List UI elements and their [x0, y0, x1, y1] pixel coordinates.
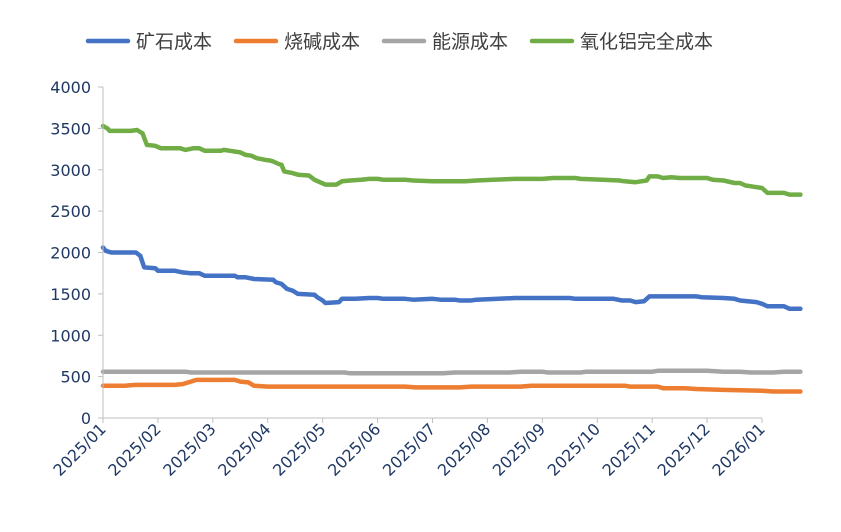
- legend: 矿石成本 烧碱成本 能源成本 氧化铝完全成本: [85, 31, 713, 53]
- y-tick-label: 3000: [50, 161, 91, 180]
- series-line-1: [100, 245, 803, 312]
- y-tick-label: 4000: [50, 78, 91, 97]
- y-tick-label: 500: [60, 368, 91, 387]
- y-tick-label: 3500: [50, 119, 91, 138]
- legend-label-1: 矿石成本: [136, 31, 212, 53]
- legend-label-3: 能源成本: [432, 31, 508, 53]
- series-line-3: [100, 368, 803, 376]
- x-tick-label: 2025/04: [214, 419, 274, 479]
- x-tick-label: 2025/10: [544, 419, 604, 479]
- y-tick-label: 2000: [50, 244, 91, 263]
- x-tick-label: 2025/11: [599, 419, 659, 479]
- x-tick-label: 2025/09: [489, 419, 549, 479]
- series-line-4: [100, 123, 803, 197]
- y-axis-ticks: 0 500 1000 1500 2000 2500 3000 3500 4000: [50, 78, 103, 428]
- x-axis-ticks: 2025/012025/022025/032025/042025/052025/…: [49, 418, 769, 480]
- x-tick-label: 2025/07: [379, 419, 439, 479]
- x-tick-label: 2026/01: [708, 419, 768, 479]
- x-tick-label: 2025/06: [324, 419, 384, 479]
- legend-label-4: 氧化铝完全成本: [580, 31, 713, 53]
- x-tick-label: 2025/05: [269, 419, 329, 479]
- y-tick-label: 2500: [50, 202, 91, 221]
- legend-label-2: 烧碱成本: [284, 31, 360, 53]
- x-tick-label: 2025/03: [159, 419, 219, 479]
- series-line-2: [100, 377, 803, 394]
- plot-area: [100, 123, 803, 394]
- x-tick-label: 2025/02: [104, 419, 164, 479]
- x-tick-label: 2025/01: [49, 419, 109, 479]
- y-tick-label: 1500: [50, 285, 91, 304]
- x-tick-label: 2025/12: [653, 419, 713, 479]
- y-tick-label: 0: [81, 409, 91, 428]
- y-tick-label: 1000: [50, 326, 91, 345]
- x-tick-label: 2025/08: [434, 419, 494, 479]
